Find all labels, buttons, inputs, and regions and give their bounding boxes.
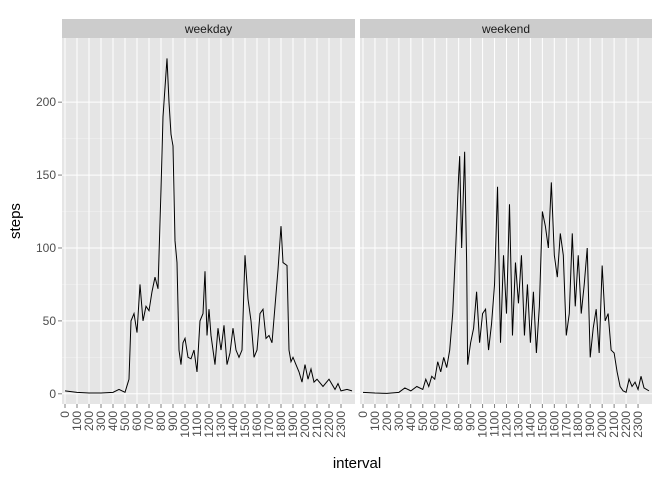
x-tick-label: 1200 <box>202 411 216 438</box>
x-tick-label: 600 <box>428 411 442 431</box>
x-tick-label: 300 <box>94 411 108 431</box>
x-tick-label: 1700 <box>262 411 276 438</box>
x-tick-label: 1900 <box>286 411 300 438</box>
x-tick-label: 1900 <box>583 411 597 438</box>
x-tick-label: 100 <box>368 411 382 431</box>
x-tick-label: 500 <box>416 411 430 431</box>
y-tick-label: 150 <box>36 168 56 182</box>
x-tick-label: 1100 <box>190 411 204 437</box>
x-tick-label: 100 <box>70 411 84 431</box>
x-tick-label: 2200 <box>322 411 336 438</box>
x-tick-label: 400 <box>404 411 418 431</box>
x-tick-label: 2300 <box>631 411 645 438</box>
y-tick-label: 200 <box>36 95 56 109</box>
x-tick-label: 1600 <box>250 411 264 438</box>
strip-label: weekday <box>184 22 232 36</box>
x-tick-label: 600 <box>130 411 144 431</box>
x-tick-label: 1500 <box>535 411 549 438</box>
x-tick-label: 2100 <box>310 411 324 438</box>
y-tick-label: 50 <box>43 314 57 328</box>
x-tick-label: 500 <box>118 411 132 431</box>
x-tick-label: 1300 <box>214 411 228 438</box>
x-tick-label: 1600 <box>547 411 561 438</box>
x-tick-label: 1800 <box>571 411 585 438</box>
x-tick-label: 700 <box>142 411 156 431</box>
x-tick-label: 1000 <box>476 411 490 438</box>
x-tick-label: 300 <box>392 411 406 431</box>
x-tick-label: 1200 <box>499 411 513 438</box>
line <box>64 58 353 394</box>
x-tick-label: 200 <box>82 411 96 431</box>
x-tick-label: 2000 <box>595 411 609 438</box>
strip-label: weekend <box>481 22 530 36</box>
x-tick-label: 1000 <box>178 411 192 438</box>
line <box>362 151 650 394</box>
y-tick-label: 0 <box>49 387 56 401</box>
x-tick-label: 800 <box>154 411 168 431</box>
x-tick-label: 900 <box>166 411 180 431</box>
x-tick-label: 1800 <box>274 411 288 438</box>
x-tick-label: 1400 <box>226 411 240 438</box>
y-axis-title: steps <box>7 203 24 239</box>
x-tick-label: 2100 <box>607 411 621 438</box>
x-tick-label: 200 <box>380 411 394 431</box>
x-tick-label: 1700 <box>559 411 573 438</box>
x-tick-label: 800 <box>452 411 466 431</box>
x-axis-title: interval <box>333 455 381 472</box>
x-tick-label: 2200 <box>619 411 633 438</box>
x-tick-label: 1400 <box>523 411 537 438</box>
x-tick-label: 900 <box>464 411 478 431</box>
x-tick-label: 1300 <box>511 411 525 438</box>
x-tick-label: 1500 <box>238 411 252 438</box>
x-tick-label: 1100 <box>488 411 502 437</box>
x-tick-label: 400 <box>106 411 120 431</box>
x-tick-label: 0 <box>58 411 72 418</box>
y-tick-label: 100 <box>36 241 56 255</box>
x-tick-label: 700 <box>440 411 454 431</box>
x-tick-label: 0 <box>356 411 370 418</box>
strip <box>62 19 355 38</box>
strip <box>360 19 652 38</box>
x-tick-label: 2000 <box>298 411 312 438</box>
x-tick-label: 2300 <box>334 411 348 438</box>
